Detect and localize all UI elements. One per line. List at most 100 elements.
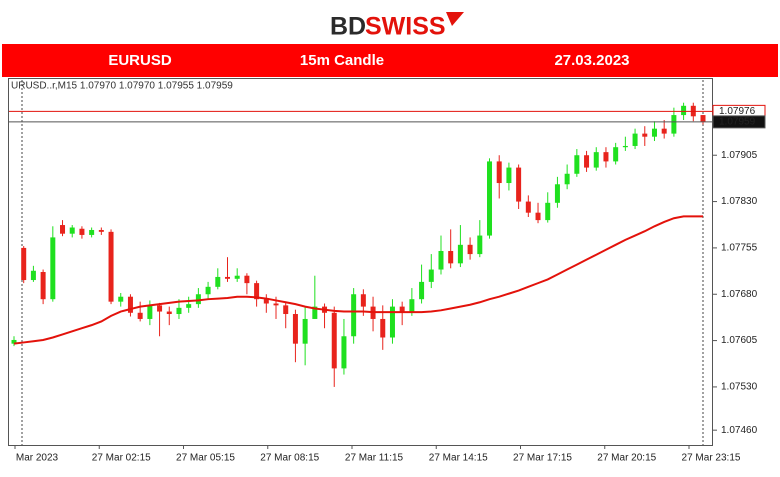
x-tick-label: Mar 2023 bbox=[16, 453, 59, 464]
candle-body bbox=[457, 244, 463, 264]
y-tick-label: 1.07680 bbox=[721, 289, 758, 300]
logo: BD SWISS bbox=[330, 12, 464, 41]
candle-body bbox=[661, 128, 667, 134]
candle-body bbox=[21, 247, 27, 281]
candle-body bbox=[205, 286, 211, 295]
candle-body bbox=[700, 115, 706, 122]
candle-body bbox=[263, 299, 269, 304]
candle-body bbox=[157, 305, 163, 312]
x-tick-label: 27 Mar 23:15 bbox=[682, 453, 741, 464]
y-tick-label: 1.07530 bbox=[721, 382, 758, 393]
candle-body bbox=[671, 115, 677, 134]
candle-body bbox=[108, 231, 114, 302]
logo-icon bbox=[446, 12, 464, 26]
candle-body bbox=[186, 304, 192, 308]
candle-body bbox=[360, 294, 366, 307]
x-tick-label: 27 Mar 20:15 bbox=[597, 453, 656, 464]
candle-body bbox=[127, 296, 133, 313]
candle-body bbox=[341, 336, 347, 369]
y-tick-label: 1.07830 bbox=[721, 196, 758, 207]
plot-frame bbox=[8, 78, 713, 446]
y-tick-label: 1.07460 bbox=[721, 425, 758, 436]
candle-body bbox=[273, 303, 279, 306]
x-tick-label: 27 Mar 05:15 bbox=[176, 453, 235, 464]
candle-body bbox=[584, 155, 590, 168]
candle-body bbox=[11, 339, 17, 344]
candle-body bbox=[224, 276, 230, 279]
candle-body bbox=[428, 269, 434, 282]
candle-body bbox=[147, 305, 153, 319]
candle-body bbox=[525, 201, 531, 213]
candle-body bbox=[69, 227, 75, 234]
banner-timeframe: 15m Candle bbox=[300, 52, 384, 69]
candle-body bbox=[292, 314, 298, 344]
candle-body bbox=[448, 250, 454, 264]
candle-body bbox=[234, 275, 240, 279]
x-tick-label: 27 Mar 11:15 bbox=[345, 453, 404, 464]
x-tick-label: 27 Mar 17:15 bbox=[513, 453, 572, 464]
candle-body bbox=[487, 161, 493, 236]
candle-body bbox=[613, 147, 619, 162]
candle-body bbox=[60, 225, 66, 234]
candle-body bbox=[535, 212, 541, 221]
candle-body bbox=[477, 235, 483, 255]
info-line: URUSD..r,M15 1.07970 1.07970 1.07955 1.0… bbox=[11, 81, 233, 92]
y-tick-label: 1.07755 bbox=[721, 243, 758, 254]
candle-body bbox=[632, 133, 638, 146]
moving-average bbox=[13, 215, 703, 345]
candle-body bbox=[312, 306, 318, 319]
candle-body bbox=[50, 237, 56, 300]
banner bbox=[2, 44, 778, 77]
candle-body bbox=[254, 283, 260, 300]
candle-body bbox=[399, 306, 405, 313]
candle-body bbox=[89, 229, 95, 235]
candle-body bbox=[593, 152, 599, 168]
candle-body bbox=[438, 250, 444, 270]
candle-body bbox=[389, 306, 395, 338]
candle-body bbox=[283, 305, 289, 315]
candle-body bbox=[651, 128, 657, 137]
candle-body bbox=[302, 318, 308, 344]
candle-body bbox=[603, 152, 609, 162]
candle-body bbox=[137, 312, 143, 319]
candle-body bbox=[496, 161, 502, 184]
candle-body bbox=[419, 281, 425, 300]
candle-body bbox=[681, 105, 687, 116]
candle-body bbox=[564, 173, 570, 185]
logo-swiss: SWISS bbox=[365, 13, 446, 41]
candle-body bbox=[118, 296, 124, 302]
candle-body bbox=[244, 275, 250, 284]
x-tick-label: 27 Mar 14:15 bbox=[429, 453, 488, 464]
candle-body bbox=[351, 294, 357, 337]
candle-body bbox=[506, 167, 512, 184]
candle-body bbox=[380, 318, 386, 338]
price-label: 1.07976 bbox=[719, 106, 756, 117]
banner-symbol: EURUSD bbox=[108, 52, 172, 69]
logo-bd: BD bbox=[330, 13, 366, 41]
candle-body bbox=[195, 294, 201, 305]
candle-body bbox=[574, 155, 580, 174]
candle-body bbox=[467, 244, 473, 255]
candle-body bbox=[176, 307, 182, 315]
candle-body bbox=[79, 228, 85, 235]
x-tick-label: 27 Mar 08:15 bbox=[260, 453, 319, 464]
banner-date: 27.03.2023 bbox=[554, 52, 629, 69]
candle-body bbox=[166, 311, 172, 315]
candle-body bbox=[98, 229, 104, 232]
candle-body bbox=[622, 145, 628, 148]
y-tick-label: 1.07605 bbox=[721, 335, 758, 346]
candle-body bbox=[554, 184, 560, 203]
price-label: 1.07959 bbox=[719, 117, 756, 128]
candle-body bbox=[331, 312, 337, 369]
candle-body bbox=[409, 299, 415, 313]
candle-body bbox=[40, 272, 46, 300]
x-tick-label: 27 Mar 02:15 bbox=[92, 453, 151, 464]
candle-body bbox=[215, 276, 221, 287]
y-tick-label: 1.07905 bbox=[721, 150, 758, 161]
candle-body bbox=[516, 167, 522, 202]
candle-body bbox=[642, 133, 648, 137]
candle-body bbox=[30, 270, 36, 281]
price-label-box bbox=[712, 115, 766, 129]
candle-body bbox=[545, 202, 551, 221]
